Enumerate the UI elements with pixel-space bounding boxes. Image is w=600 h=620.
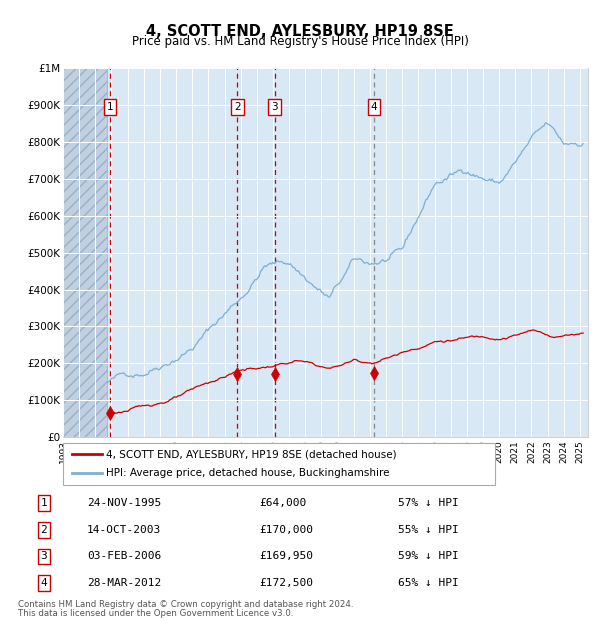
- Text: 65% ↓ HPI: 65% ↓ HPI: [398, 578, 458, 588]
- Text: 55% ↓ HPI: 55% ↓ HPI: [398, 525, 458, 535]
- Text: 1: 1: [40, 498, 47, 508]
- Text: 4, SCOTT END, AYLESBURY, HP19 8SE (detached house): 4, SCOTT END, AYLESBURY, HP19 8SE (detac…: [106, 449, 397, 459]
- Text: 59% ↓ HPI: 59% ↓ HPI: [398, 551, 458, 562]
- Text: This data is licensed under the Open Government Licence v3.0.: This data is licensed under the Open Gov…: [18, 609, 293, 618]
- Text: 24-NOV-1995: 24-NOV-1995: [87, 498, 161, 508]
- Text: Price paid vs. HM Land Registry's House Price Index (HPI): Price paid vs. HM Land Registry's House …: [131, 35, 469, 48]
- Text: 03-FEB-2006: 03-FEB-2006: [87, 551, 161, 562]
- Text: 1: 1: [107, 102, 113, 112]
- Text: £170,000: £170,000: [260, 525, 314, 535]
- FancyBboxPatch shape: [63, 443, 495, 485]
- Text: 2: 2: [40, 525, 47, 535]
- Text: 14-OCT-2003: 14-OCT-2003: [87, 525, 161, 535]
- Text: HPI: Average price, detached house, Buckinghamshire: HPI: Average price, detached house, Buck…: [106, 469, 390, 479]
- Text: £169,950: £169,950: [260, 551, 314, 562]
- Text: £172,500: £172,500: [260, 578, 314, 588]
- Text: 2: 2: [234, 102, 241, 112]
- Text: 4: 4: [371, 102, 377, 112]
- Text: Contains HM Land Registry data © Crown copyright and database right 2024.: Contains HM Land Registry data © Crown c…: [18, 600, 353, 609]
- Text: 4: 4: [40, 578, 47, 588]
- Text: 28-MAR-2012: 28-MAR-2012: [87, 578, 161, 588]
- Text: 3: 3: [40, 551, 47, 562]
- Text: 4, SCOTT END, AYLESBURY, HP19 8SE: 4, SCOTT END, AYLESBURY, HP19 8SE: [146, 24, 454, 38]
- Text: 3: 3: [271, 102, 278, 112]
- Text: 57% ↓ HPI: 57% ↓ HPI: [398, 498, 458, 508]
- Text: £64,000: £64,000: [260, 498, 307, 508]
